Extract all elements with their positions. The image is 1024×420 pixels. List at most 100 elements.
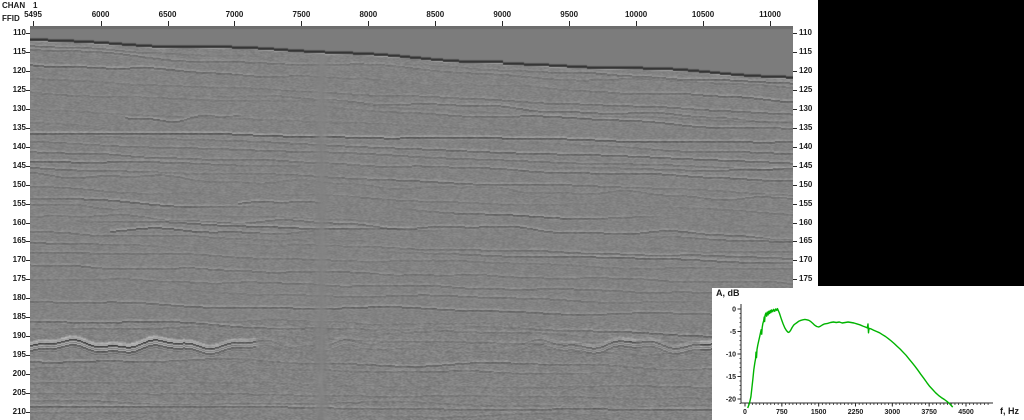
time-tick-mark-left xyxy=(26,317,30,319)
time-tick-label-left: 200 xyxy=(12,369,26,379)
spectrum-x-tick-label: 0 xyxy=(743,409,747,416)
time-tick-mark-left xyxy=(26,393,30,395)
spectrum-x-tick-label: 750 xyxy=(776,409,788,416)
spectrum-x-tick-label: 2250 xyxy=(848,409,864,416)
time-tick-mark-right xyxy=(793,70,797,72)
time-tick-mark-left xyxy=(26,279,30,281)
ffid-tick-mark xyxy=(167,21,169,26)
time-tick-label-left: 195 xyxy=(12,350,26,360)
time-tick-mark-left xyxy=(26,51,30,53)
time-tick-label-right: 135 xyxy=(799,122,813,132)
time-tick-label-left: 110 xyxy=(13,28,26,37)
time-tick-label-left: 160 xyxy=(12,217,26,227)
ffid-label: FFID xyxy=(2,14,20,23)
ffid-tick-label: 8500 xyxy=(426,10,445,19)
ffid-tick-mark xyxy=(502,21,504,26)
time-tick-label-left: 170 xyxy=(12,255,26,265)
time-tick-label-right: 160 xyxy=(799,217,813,227)
chan-value: 1 xyxy=(33,1,38,10)
time-tick-label-right: 150 xyxy=(799,179,813,189)
time-tick-label-right: 175 xyxy=(799,274,813,284)
time-tick-label-left: 120 xyxy=(12,65,26,75)
spectrum-panel: 0 -5 -10 -15 -20 0 750 1500 2250 3000 3750 4500 f, H… xyxy=(712,288,1024,420)
time-tick-mark-left xyxy=(26,165,30,167)
time-tick-label-left: 140 xyxy=(12,141,26,151)
ffid-tick-label: 10500 xyxy=(691,10,715,19)
spectrum-y-axis-title: A, dB xyxy=(716,288,740,298)
time-tick-mark-left xyxy=(26,260,30,262)
ffid-tick-mark xyxy=(770,21,771,26)
time-tick-mark-right xyxy=(793,222,797,224)
time-tick-mark-right xyxy=(793,108,797,110)
time-tick-mark-right xyxy=(793,241,797,243)
ffid-tick-mark xyxy=(703,21,705,26)
ffid-tick-label: 11000 xyxy=(759,10,781,19)
time-tick-label-right: 145 xyxy=(799,160,813,170)
spectrum-x-tick-label: 3750 xyxy=(921,409,937,416)
spectrum-x-tick-label: 4500 xyxy=(958,409,974,416)
time-tick-label-left: 130 xyxy=(12,103,26,113)
time-tick-mark-left xyxy=(26,108,30,110)
time-tick-mark-right xyxy=(793,184,797,186)
time-tick-label-left: 150 xyxy=(12,179,26,189)
time-tick-mark-right xyxy=(793,279,797,281)
spectrum-y-tick-label: -5 xyxy=(730,329,736,336)
time-tick-mark-left xyxy=(26,298,30,300)
time-tick-label-right: 130 xyxy=(799,103,813,113)
ffid-tick-label: 8000 xyxy=(359,10,378,19)
time-tick-mark-left xyxy=(26,127,30,129)
time-tick-label-right: 120 xyxy=(799,65,813,75)
ffid-tick-mark xyxy=(100,21,102,26)
time-tick-mark-left xyxy=(26,222,30,224)
time-tick-mark-left xyxy=(26,70,30,72)
time-tick-mark-left xyxy=(26,203,30,205)
spectrum-y-tick-label: -15 xyxy=(726,374,736,381)
time-tick-label-right: 165 xyxy=(799,236,813,246)
ffid-tick-label: 6500 xyxy=(158,10,177,19)
ffid-tick-mark xyxy=(368,21,370,26)
time-tick-label-right: 170 xyxy=(799,255,813,265)
spectrum-curve xyxy=(747,307,954,409)
ffid-tick-mark xyxy=(33,21,34,26)
ffid-tick-mark xyxy=(234,21,236,26)
time-tick-mark-right xyxy=(793,51,797,53)
spectrum-y-tick-label: 0 xyxy=(732,307,736,314)
time-tick-mark-left xyxy=(26,241,30,243)
time-tick-mark-right xyxy=(793,89,797,91)
ffid-tick-label: 9000 xyxy=(493,10,512,19)
time-tick-mark-right xyxy=(793,146,797,148)
time-tick-mark-left xyxy=(26,355,30,357)
time-tick-mark-right xyxy=(793,127,797,129)
ffid-tick-label: 7000 xyxy=(225,10,244,19)
ffid-tick-label: 7500 xyxy=(292,10,311,19)
ffid-tick-mark xyxy=(301,21,303,26)
chan-label: CHAN xyxy=(2,1,26,10)
time-tick-mark-left xyxy=(26,184,30,186)
time-tick-label-left: 210 xyxy=(12,407,26,416)
time-tick-mark-right xyxy=(793,33,797,34)
ffid-tick-label: 5495 xyxy=(24,10,42,19)
time-tick-mark-left xyxy=(26,146,30,148)
spectrum-y-tick-label: -20 xyxy=(726,397,736,404)
time-tick-mark-left xyxy=(26,336,30,338)
spectrum-y-tick-label: -10 xyxy=(726,352,736,359)
spectrum-chart: 0 -5 -10 -15 -20 0 750 1500 2250 3000 3750 4500 f, H… xyxy=(726,304,1019,416)
time-tick-label-left: 175 xyxy=(12,274,26,284)
time-tick-mark-right xyxy=(793,260,797,262)
time-tick-label-right: 110 xyxy=(799,28,812,37)
time-tick-label-left: 115 xyxy=(13,46,26,56)
time-tick-label-right: 125 xyxy=(799,84,813,94)
time-tick-mark-left xyxy=(26,33,30,34)
time-tick-label-left: 135 xyxy=(12,122,26,132)
time-tick-mark-right xyxy=(793,165,797,167)
seismic-section-image[interactable] xyxy=(30,26,793,420)
time-tick-label-left: 145 xyxy=(12,160,26,170)
time-tick-label-left: 165 xyxy=(12,236,26,246)
time-tick-label-left: 180 xyxy=(12,293,26,303)
ffid-tick-label: 10000 xyxy=(624,10,648,19)
time-tick-label-left: 205 xyxy=(12,388,26,398)
ffid-tick-mark xyxy=(435,21,437,26)
time-tick-label-left: 190 xyxy=(12,331,26,341)
time-tick-label-right: 140 xyxy=(799,141,813,151)
